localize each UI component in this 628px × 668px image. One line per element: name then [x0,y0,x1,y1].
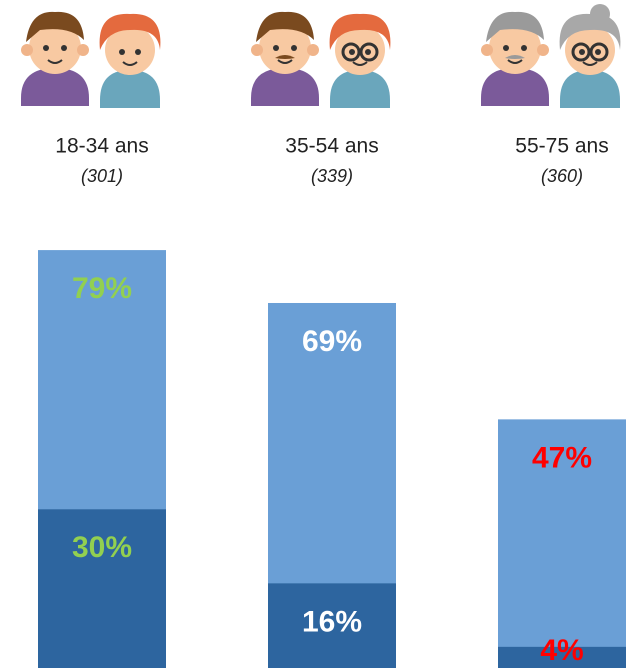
value-label: 4% [540,634,583,667]
category-label: 55-75 ans [515,135,608,158]
bar [268,583,396,668]
value-label: 69% [302,325,362,358]
value-label: 79% [72,272,132,305]
icon [250,11,391,109]
bar [498,646,626,668]
value-label: 16% [302,605,362,638]
value-label: 30% [72,531,132,564]
icon [20,11,161,109]
bar [498,419,626,668]
category-subtitle: (339) [311,166,353,186]
category-label: 18-34 ans [55,135,148,158]
category-label: 35-54 ans [285,135,378,158]
icon [480,4,621,109]
category-subtitle: (360) [541,166,583,186]
value-label: 47% [532,441,592,474]
bar [38,509,166,668]
category-subtitle: (301) [81,166,123,186]
